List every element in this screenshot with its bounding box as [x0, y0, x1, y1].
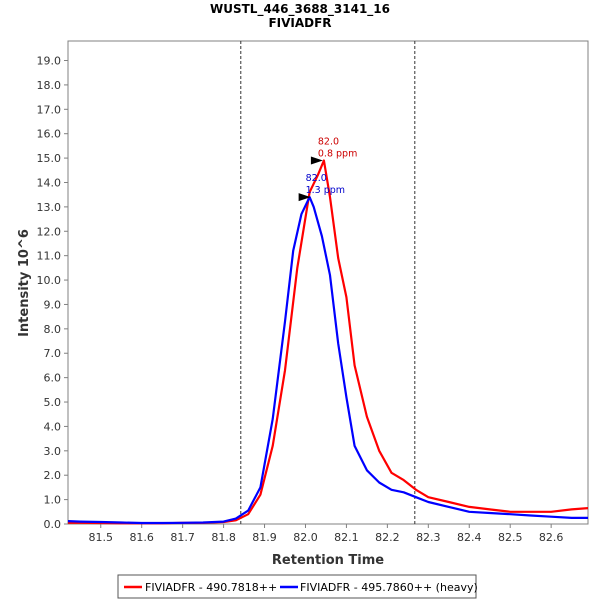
- chart-title: WUSTL_446_3688_3141_16: [210, 2, 390, 17]
- legend-label-heavy: FIVIADFR - 495.7860++ (heavy): [300, 581, 478, 594]
- x-tick-label: 81.5: [89, 531, 114, 544]
- x-tick-label: 81.8: [211, 531, 236, 544]
- y-axis: 0.0 1.0 2.0 3.0 4.0 5.0 6.0 7.0 8.0 9.0 10.0 11.0 12…: [37, 55, 68, 531]
- y-tick-label: 3.0: [44, 445, 62, 458]
- x-tick-label: 82.6: [539, 531, 564, 544]
- chart-subtitle: FIVIADFR: [268, 16, 331, 30]
- peak-annotation-text: 82.0: [306, 173, 327, 184]
- y-axis-label: Intensity 10^6: [17, 229, 32, 337]
- x-tick-label: 82.4: [457, 531, 482, 544]
- legend: FIVIADFR - 490.7818++ FIVIADFR - 495.786…: [117, 574, 478, 599]
- y-tick-label: 19.0: [37, 55, 62, 68]
- x-tick-label: 81.7: [170, 531, 195, 544]
- series-layer: [67, 159, 589, 525]
- y-tick-label: 1.0: [44, 494, 62, 507]
- y-tick-label: 11.0: [37, 250, 62, 263]
- y-tick-label: 17.0: [37, 103, 62, 116]
- peak-annotation-text: 1.3 ppm: [306, 185, 345, 196]
- x-tick-label: 82.3: [416, 531, 441, 544]
- peak-marker-arrow: [298, 193, 311, 202]
- y-tick-label: 0.0: [44, 518, 62, 531]
- y-tick-label: 4.0: [44, 420, 62, 433]
- peak-annotation-text: 82.0: [318, 137, 339, 148]
- x-tick-label: 81.6: [129, 531, 154, 544]
- x-tick-label: 82.2: [375, 531, 400, 544]
- y-tick-label: 18.0: [37, 79, 62, 92]
- peak-annotation-text: 0.8 ppm: [318, 149, 357, 160]
- integration-boundaries: [240, 41, 416, 524]
- y-tick-label: 16.0: [37, 128, 62, 141]
- x-tick-label: 81.9: [252, 531, 277, 544]
- y-tick-label: 13.0: [37, 201, 62, 214]
- peak-marker-arrow: [310, 156, 323, 165]
- y-tick-label: 5.0: [44, 396, 62, 409]
- x-tick-label: 82.0: [293, 531, 318, 544]
- y-tick-label: 9.0: [44, 298, 62, 311]
- x-tick-label: 82.1: [334, 531, 359, 544]
- y-tick-label: 8.0: [44, 323, 62, 336]
- y-tick-label: 10.0: [37, 274, 62, 287]
- y-tick-label: 14.0: [37, 176, 62, 189]
- y-tick-label: 6.0: [44, 372, 62, 385]
- plot-area: [67, 40, 589, 525]
- x-axis: 81.5 81.6 81.7 81.8 81.9 82.0 82.1 82.2 82.3 82.4…: [89, 524, 564, 544]
- y-tick-label: 12.0: [37, 225, 62, 238]
- y-tick-label: 7.0: [44, 347, 62, 360]
- legend-label-light: FIVIADFR - 490.7818++: [145, 581, 277, 594]
- y-tick-label: 2.0: [44, 469, 62, 482]
- x-tick-label: 82.5: [498, 531, 523, 544]
- x-axis-label: Retention Time: [272, 553, 384, 568]
- y-tick-label: 15.0: [37, 152, 62, 165]
- series-line-heavy: [67, 196, 588, 525]
